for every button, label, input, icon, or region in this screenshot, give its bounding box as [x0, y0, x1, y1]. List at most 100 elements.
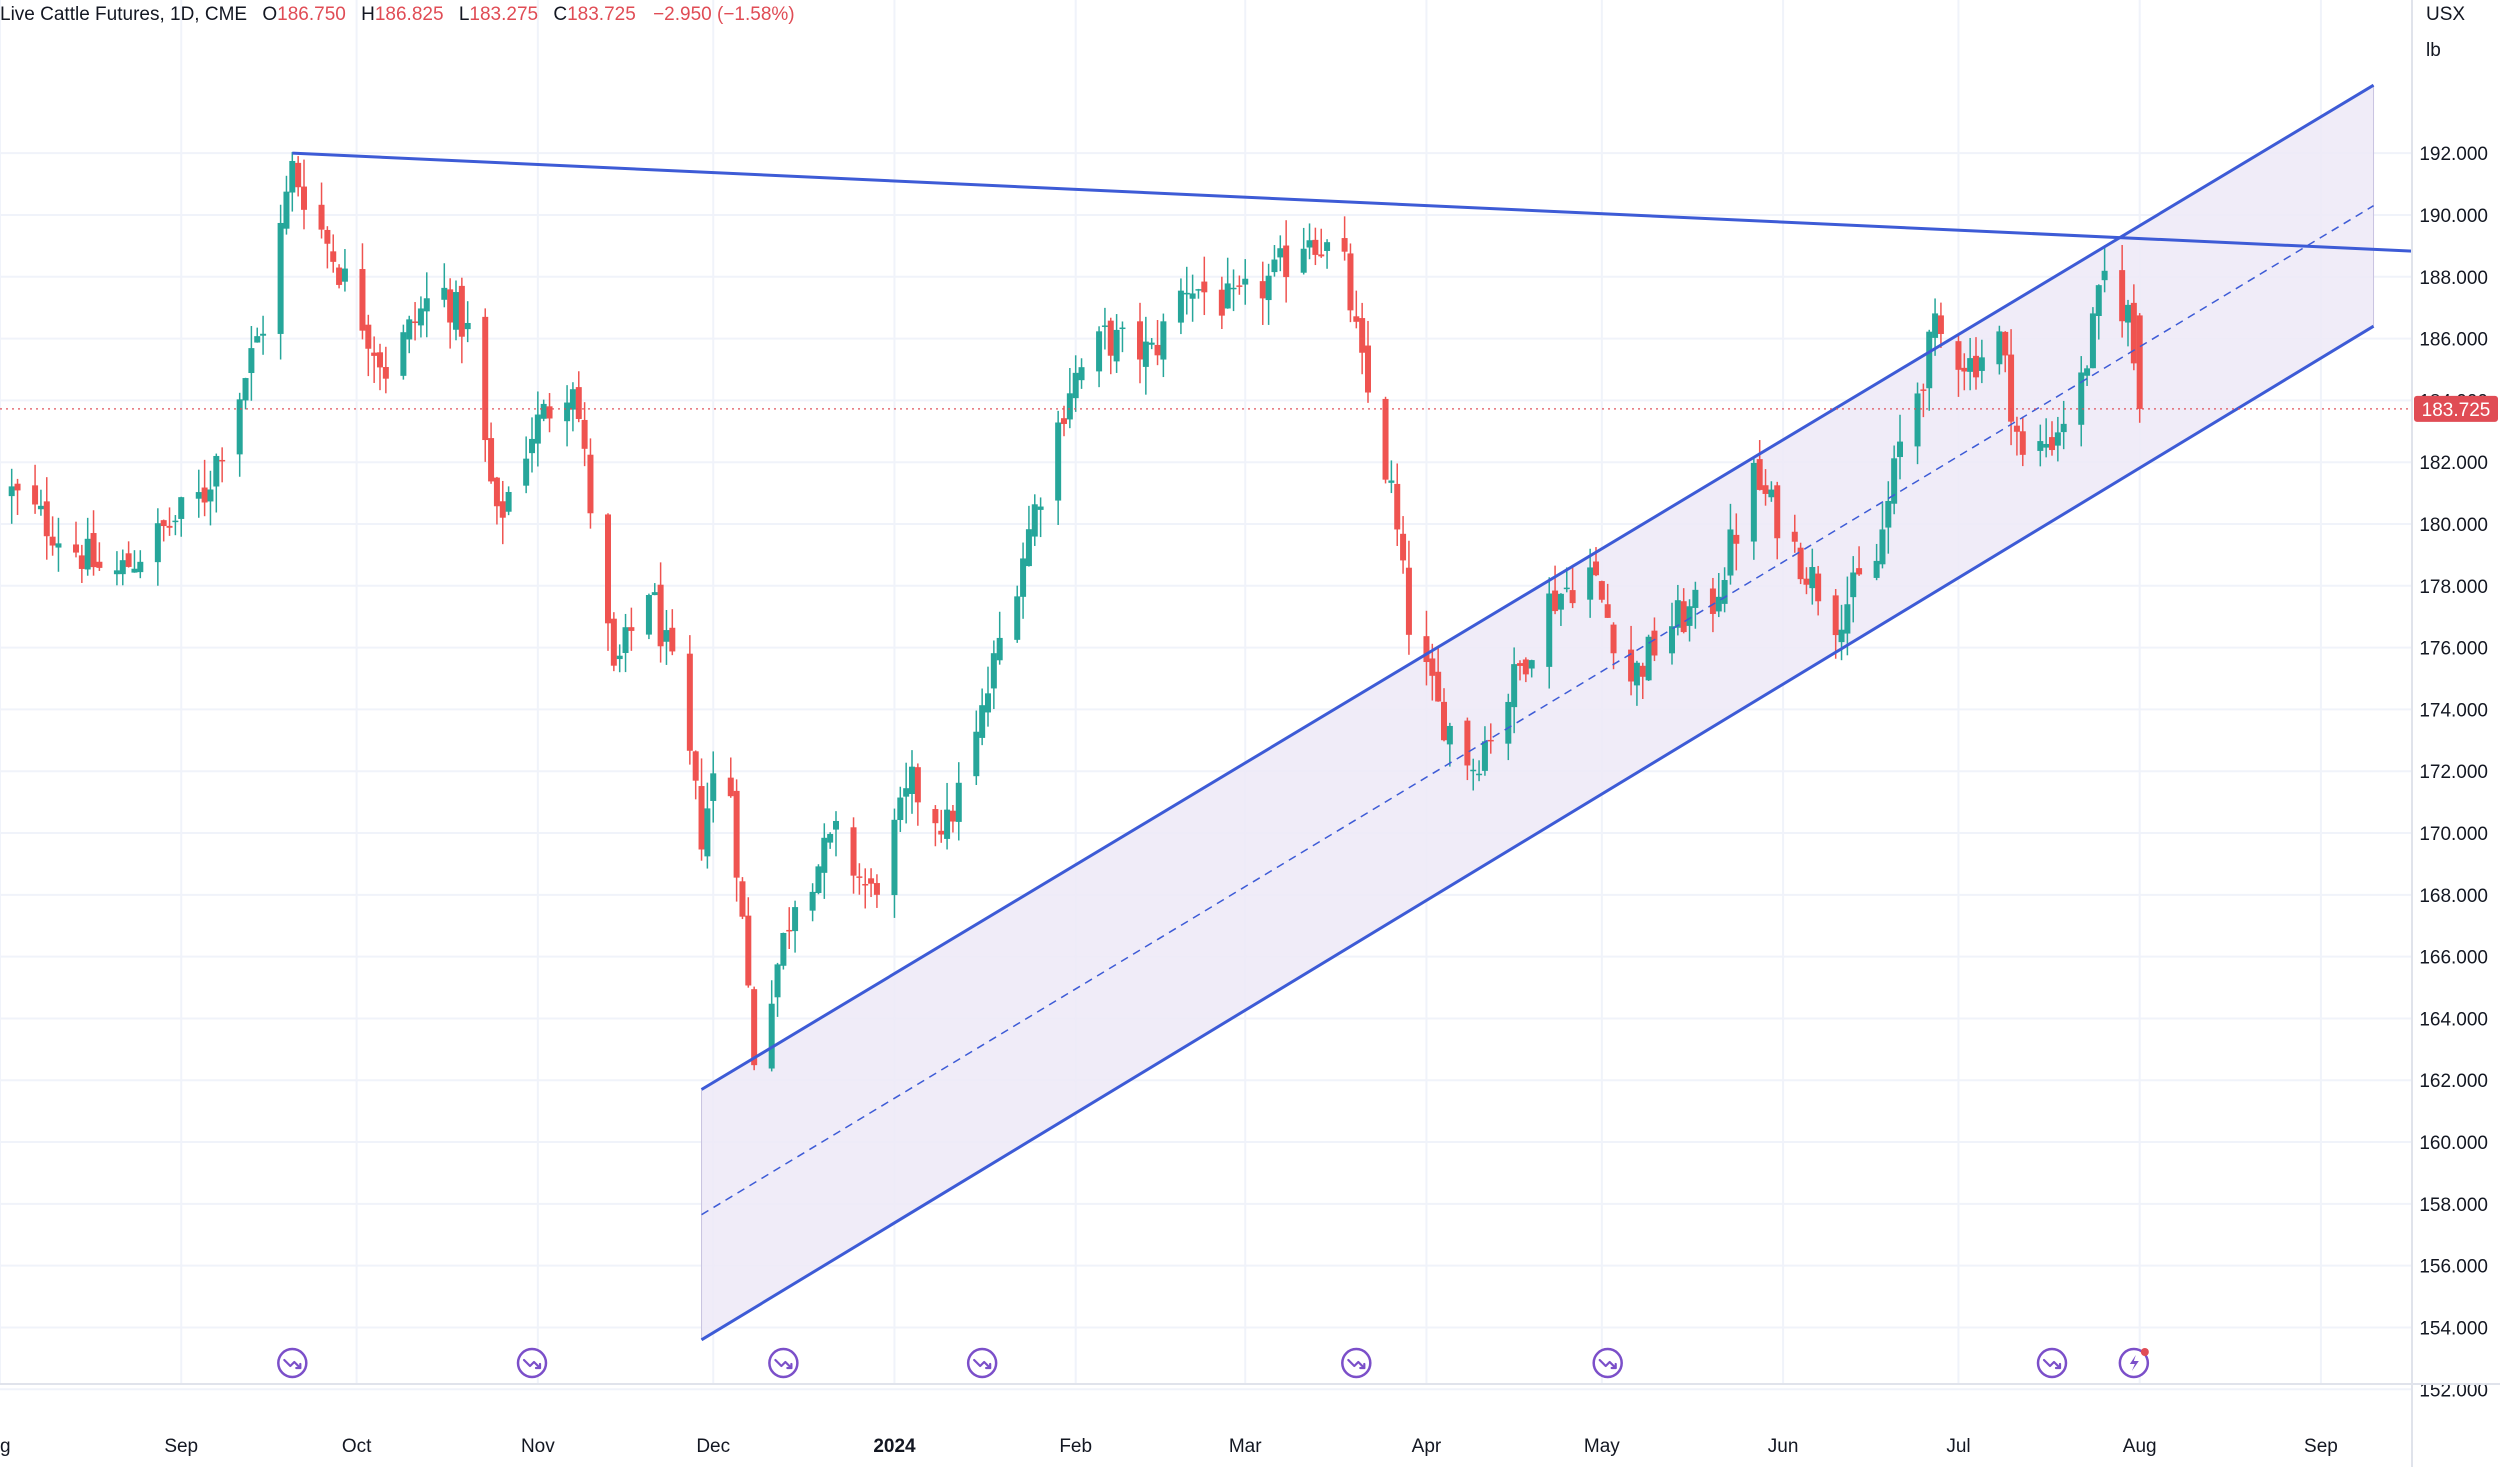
candle-body	[1429, 658, 1436, 676]
candle	[423, 272, 430, 338]
candle	[1557, 593, 1564, 626]
candle	[1598, 580, 1605, 603]
candle	[113, 551, 120, 586]
event-marker-icon[interactable]	[768, 1347, 799, 1379]
grid	[0, 0, 2412, 1391]
candle-body	[856, 876, 863, 878]
candle-body	[1528, 660, 1535, 669]
candle-body	[1382, 398, 1389, 480]
candle	[254, 327, 261, 343]
event-marker-icon[interactable]	[277, 1347, 308, 1379]
candle	[2119, 244, 2126, 338]
channel-lower-line	[700, 324, 2375, 1342]
candle	[131, 550, 138, 573]
candle	[663, 610, 670, 665]
candle	[14, 478, 21, 515]
candle	[1400, 516, 1407, 574]
candle-body	[137, 561, 144, 573]
candle	[1897, 414, 1903, 480]
candle	[2043, 418, 2050, 458]
y-tick-label: 170.000	[2419, 824, 2488, 845]
candle-body	[1306, 240, 1313, 248]
candle-body	[669, 627, 676, 652]
candle-body	[651, 592, 658, 596]
event-marker-icon[interactable]	[1341, 1347, 1372, 1379]
candle-body	[1844, 604, 1851, 634]
candle-body	[1230, 287, 1237, 290]
candle	[1072, 355, 1079, 412]
event-marker-icon[interactable]	[2036, 1347, 2068, 1379]
candle	[605, 513, 611, 651]
measure-unit-button[interactable]: lb	[2426, 40, 2441, 61]
candle	[938, 809, 945, 843]
candle-body	[1791, 531, 1798, 542]
candle-body	[1973, 355, 1979, 378]
candle	[1569, 566, 1576, 609]
event-marker-icon[interactable]	[516, 1347, 548, 1379]
candle	[499, 480, 506, 545]
candle	[1365, 320, 1371, 403]
lightning-icon	[2129, 1355, 2139, 1371]
candle	[768, 980, 775, 1072]
candle-body	[195, 492, 202, 499]
candle-body	[1025, 529, 1032, 567]
candle-body	[569, 389, 576, 410]
candle-body	[482, 316, 489, 441]
candle-body	[768, 1003, 775, 1069]
candle-body	[739, 881, 746, 917]
candle-body	[786, 929, 793, 932]
ohlc-legend: Live Cattle Futures, 1D, CME O186.750 H1…	[0, 0, 795, 30]
candle	[1324, 239, 1331, 269]
candle	[2019, 416, 2026, 467]
candle-body	[371, 352, 378, 356]
candle	[1137, 302, 1143, 384]
candle	[1242, 259, 1249, 305]
candle	[1347, 243, 1354, 323]
candle	[219, 447, 226, 483]
candle-body	[1639, 665, 1646, 677]
event-marker-icon[interactable]	[966, 1347, 998, 1379]
candle-body	[891, 819, 898, 896]
candle-body	[254, 336, 261, 343]
candle-body	[1557, 593, 1564, 610]
candle	[1674, 584, 1681, 636]
candle-body	[1388, 480, 1395, 483]
y-tick-label: 188.000	[2419, 268, 2488, 289]
candle	[1885, 481, 1892, 554]
candle	[1283, 220, 1290, 303]
candle	[914, 763, 921, 826]
candle-body	[610, 618, 617, 666]
candle-body	[605, 514, 611, 624]
candle	[540, 399, 547, 422]
candle-body	[341, 268, 348, 282]
candle	[944, 782, 951, 850]
candle	[692, 750, 699, 800]
candle-body	[616, 655, 623, 660]
currency-unit-button[interactable]: USX	[2426, 4, 2466, 25]
candle-body	[1815, 573, 1822, 602]
candle	[1563, 567, 1570, 593]
candle-body	[406, 319, 413, 340]
event-marker-icon[interactable]	[1592, 1347, 1623, 1379]
candle-body	[996, 637, 1003, 661]
event-marker-icon[interactable]	[2118, 1347, 2150, 1379]
candle-body	[903, 788, 910, 797]
candle-body	[2037, 441, 2044, 451]
candle	[1920, 383, 1927, 418]
candle	[1446, 722, 1453, 767]
candle	[32, 464, 39, 514]
candle	[1978, 339, 1985, 384]
candle-body	[827, 833, 834, 843]
candle	[1680, 588, 1687, 634]
candle-body	[453, 292, 459, 330]
candle-body	[1686, 606, 1693, 626]
candle	[564, 385, 571, 447]
candle-body	[78, 555, 85, 569]
candle	[1727, 503, 1734, 585]
event-markers-group	[277, 1347, 2150, 1379]
candle	[236, 392, 243, 477]
candle-body	[1517, 663, 1523, 666]
candle-body	[1142, 341, 1149, 367]
candle	[73, 521, 79, 558]
